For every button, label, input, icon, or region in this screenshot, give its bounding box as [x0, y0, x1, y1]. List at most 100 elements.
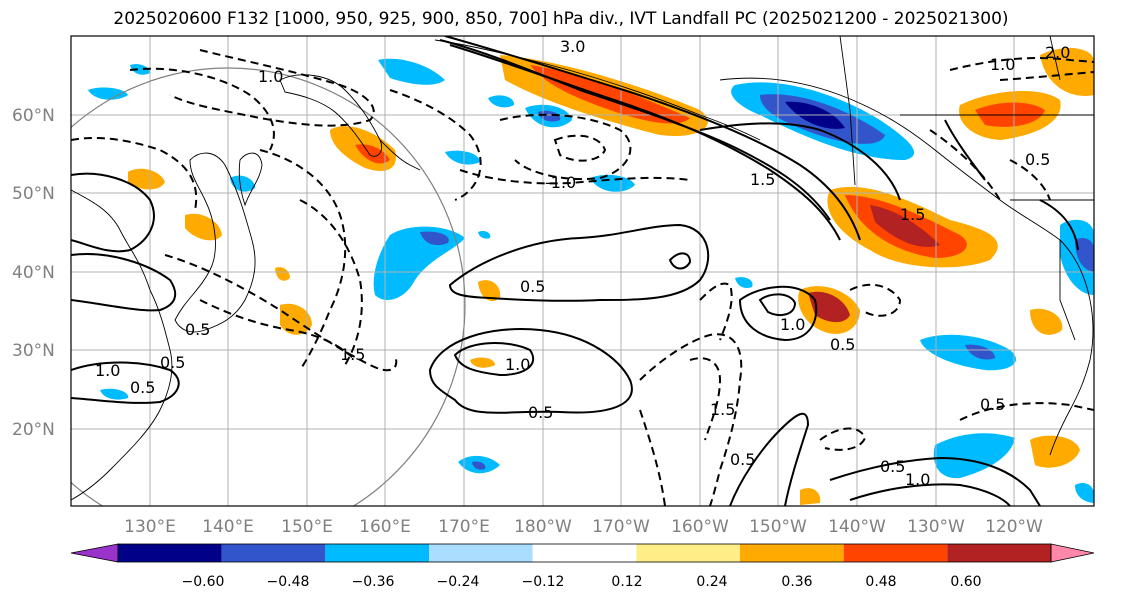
shaded-anomalies [88, 48, 1094, 505]
colorbar-tick-label: −0.60 [182, 574, 225, 590]
positive-anomaly [870, 205, 940, 248]
positive-anomaly [530, 65, 690, 124]
positive-anomaly [808, 291, 850, 323]
negative-anomaly [230, 175, 255, 192]
colorbar-frame [117, 543, 1052, 563]
contour-label: 0.5 [520, 277, 545, 296]
positive-anomaly [275, 267, 290, 281]
colorbar-segment [636, 544, 740, 562]
lon-label: 180°W [514, 517, 572, 537]
negative-anomaly [920, 334, 1016, 371]
contour-label: 1.5 [340, 345, 365, 364]
longitude-labels: 130°E 140°E 150°E 160°E 170°E 180°W 170°… [124, 517, 1043, 537]
colorbar-segment [325, 544, 429, 562]
negative-anomaly [590, 174, 635, 192]
positive-anomaly [470, 357, 495, 368]
negative-anomaly [735, 277, 753, 288]
lon-label: 140°W [828, 517, 886, 537]
negative-anomaly [478, 230, 491, 239]
contour-label: 0.5 [880, 457, 905, 476]
contour-label: 1.5 [900, 205, 925, 224]
colorbar-extend-min [70, 543, 119, 563]
lon-label: 170°W [592, 517, 650, 537]
negative-anomaly [1075, 483, 1094, 503]
lon-label: 130°W [907, 517, 965, 537]
positive-anomaly [185, 213, 222, 241]
contour-labels: 3.0 2.0 1.0 1.0 1.0 1.0 1.0 1.0 1.5 1.5 … [95, 37, 1070, 489]
negative-anomaly [472, 461, 486, 470]
contour-label: 0.5 [528, 403, 553, 422]
positive-anomaly [1030, 435, 1080, 468]
colorbar: −0.60 −0.48 −0.36 −0.24 −0.12 0.12 0.24 … [70, 543, 1095, 590]
positive-anomaly [800, 488, 821, 505]
lat-label: 40°N [12, 263, 55, 283]
contour-label: 0.5 [185, 320, 210, 339]
negative-anomaly [1075, 238, 1094, 272]
contour-label: 1.0 [505, 355, 530, 374]
contour-label: 1.0 [780, 315, 805, 334]
colorbar-segment [740, 544, 844, 562]
lon-label: 170°E [438, 517, 490, 537]
lon-label: 120°W [985, 517, 1043, 537]
colorbar-segment [221, 544, 326, 562]
negative-anomaly [100, 388, 129, 400]
contour-label: 0.5 [980, 395, 1005, 414]
map-title: 2025020600 F132 [1000, 950, 925, 900, 85… [113, 9, 1009, 29]
lon-label: 140°E [202, 517, 254, 537]
lat-label: 20°N [12, 420, 55, 440]
colorbar-segments [70, 543, 1095, 563]
negative-anomaly [378, 58, 445, 85]
colorbar-tick-label: −0.48 [267, 574, 310, 590]
positive-anomaly [128, 168, 165, 190]
contour-label: 1.5 [710, 400, 735, 419]
negative-anomaly [420, 231, 449, 246]
negative-anomaly [965, 344, 995, 360]
colorbar-tick-label: −0.36 [352, 574, 395, 590]
contour-label: 0.5 [730, 450, 755, 469]
lon-label: 150°E [281, 517, 333, 537]
colorbar-tick-label: −0.12 [522, 574, 565, 590]
negative-anomaly [933, 433, 1015, 479]
lon-label: 130°E [124, 517, 176, 537]
dashed-contours [71, 49, 1094, 506]
colorbar-tick-label: 0.24 [696, 574, 727, 590]
colorbar-ticks: −0.60 −0.48 −0.36 −0.24 −0.12 0.12 0.24 … [182, 574, 982, 590]
map-frame [70, 35, 1095, 507]
colorbar-segment [429, 544, 533, 562]
colorbar-segment [843, 544, 948, 562]
colorbar-segment [532, 544, 637, 562]
negative-anomaly [88, 87, 128, 100]
lat-label: 60°N [12, 106, 55, 126]
lon-label: 160°W [671, 517, 729, 537]
colorbar-tick-label: 0.60 [950, 574, 981, 590]
positive-anomaly [478, 280, 501, 302]
lon-label: 160°E [359, 517, 411, 537]
contour-label: -1.0 [545, 173, 576, 192]
contour-label: 2.0 [1045, 43, 1070, 62]
contour-label: 0.5 [160, 353, 185, 372]
contour-label: 0.5 [830, 335, 855, 354]
positive-anomaly [1030, 308, 1063, 335]
contour-label: 1.0 [905, 470, 930, 489]
contour-label: 1.5 [750, 170, 775, 189]
contour-label: 3.0 [560, 37, 585, 56]
lon-label: 150°W [749, 517, 807, 537]
radius-circle [71, 67, 466, 506]
colorbar-segment [118, 544, 222, 562]
negative-anomaly [488, 95, 515, 108]
colorbar-tick-label: 0.12 [611, 574, 642, 590]
colorbar-extend-max [1050, 543, 1095, 563]
colorbar-tick-label: 0.36 [781, 574, 812, 590]
colorbar-tick-label: −0.24 [437, 574, 480, 590]
lat-label: 50°N [12, 184, 55, 204]
latitude-labels: 60°N 50°N 40°N 30°N 20°N [12, 106, 55, 440]
colorbar-segment [947, 544, 1051, 562]
contour-label: 1.0 [990, 55, 1015, 74]
map-plot-area: 3.0 2.0 1.0 1.0 1.0 1.0 1.0 1.0 1.5 1.5 … [71, 36, 1094, 506]
coastlines [71, 36, 1094, 501]
positive-anomaly [355, 144, 390, 164]
contour-label: 0.5 [1025, 150, 1050, 169]
lat-label: 30°N [12, 341, 55, 361]
solid-contours [71, 36, 1079, 506]
